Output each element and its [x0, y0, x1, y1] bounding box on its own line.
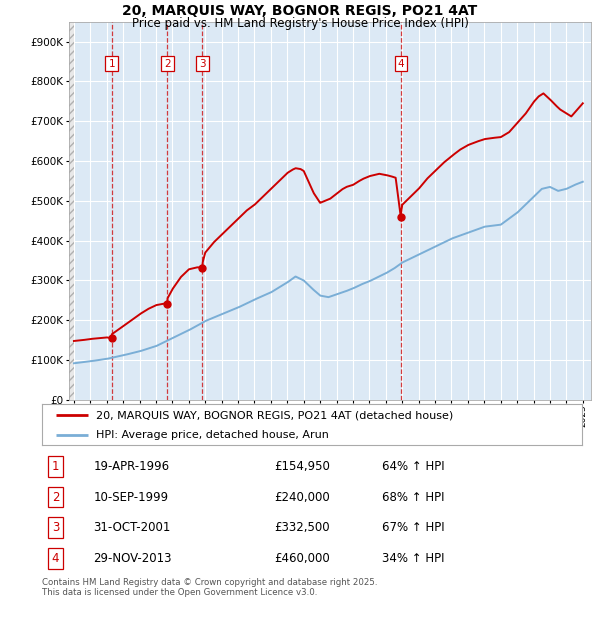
- Bar: [69, 22, 74, 400]
- Text: 31-OCT-2001: 31-OCT-2001: [94, 521, 170, 534]
- Text: HPI: Average price, detached house, Arun: HPI: Average price, detached house, Arun: [96, 430, 329, 440]
- Text: £240,000: £240,000: [274, 490, 330, 503]
- Text: 10-SEP-1999: 10-SEP-1999: [94, 490, 169, 503]
- Text: 1: 1: [109, 58, 115, 68]
- Text: £154,950: £154,950: [274, 460, 330, 473]
- Text: 67% ↑ HPI: 67% ↑ HPI: [382, 521, 445, 534]
- Text: Contains HM Land Registry data © Crown copyright and database right 2025.
This d: Contains HM Land Registry data © Crown c…: [42, 578, 377, 597]
- Text: 68% ↑ HPI: 68% ↑ HPI: [382, 490, 445, 503]
- Text: 20, MARQUIS WAY, BOGNOR REGIS, PO21 4AT (detached house): 20, MARQUIS WAY, BOGNOR REGIS, PO21 4AT …: [96, 410, 453, 420]
- Text: 34% ↑ HPI: 34% ↑ HPI: [382, 552, 445, 565]
- Text: 1: 1: [52, 460, 59, 473]
- Text: 4: 4: [397, 58, 404, 68]
- Text: 19-APR-1996: 19-APR-1996: [94, 460, 169, 473]
- Text: 4: 4: [52, 552, 59, 565]
- Text: Price paid vs. HM Land Registry's House Price Index (HPI): Price paid vs. HM Land Registry's House …: [131, 17, 469, 30]
- Text: 29-NOV-2013: 29-NOV-2013: [94, 552, 172, 565]
- Text: £460,000: £460,000: [274, 552, 330, 565]
- Text: 3: 3: [199, 58, 206, 68]
- Text: 64% ↑ HPI: 64% ↑ HPI: [382, 460, 445, 473]
- Text: 2: 2: [52, 490, 59, 503]
- Text: 20, MARQUIS WAY, BOGNOR REGIS, PO21 4AT: 20, MARQUIS WAY, BOGNOR REGIS, PO21 4AT: [122, 4, 478, 19]
- Text: £332,500: £332,500: [274, 521, 330, 534]
- Text: 2: 2: [164, 58, 170, 68]
- Text: 3: 3: [52, 521, 59, 534]
